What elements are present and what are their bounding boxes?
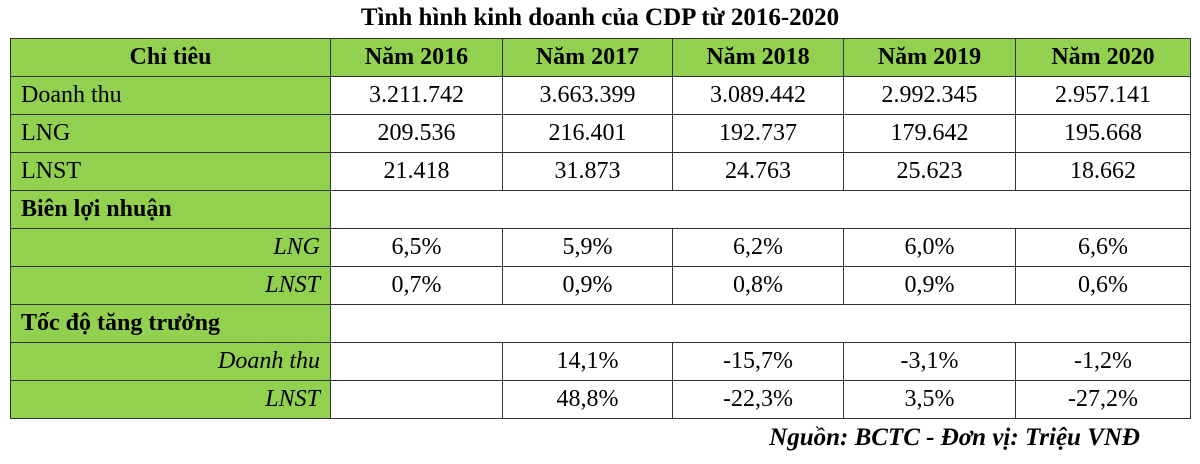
- row-label: Doanh thu: [10, 342, 331, 381]
- title: Tình hình kinh doanh của CDP từ 2016-202…: [360, 4, 840, 31]
- value-cell: 21.418: [330, 152, 503, 191]
- row-label: LNG: [10, 228, 331, 267]
- value-cell: 25.623: [843, 152, 1016, 191]
- value-cell: 192.737: [672, 114, 844, 153]
- value-cell: 6,5%: [330, 228, 503, 267]
- value-cell: 0,9%: [502, 266, 673, 305]
- table: Chỉ tiêu Năm 2016 Năm 2017 Năm 2018 Năm 2019…: [10, 38, 1191, 419]
- source-note: Nguồn: BCTC - Đơn vị: Triệu VNĐ: [769, 424, 1140, 451]
- header-cell: Năm 2019: [843, 38, 1016, 77]
- header-cell: Năm 2018: [672, 38, 844, 77]
- value-cell: [330, 380, 503, 419]
- value-cell: -1,2%: [1015, 342, 1191, 381]
- value-cell: 195.668: [1015, 114, 1191, 153]
- row-label: LNST: [10, 380, 331, 419]
- value-cell: 48,8%: [502, 380, 673, 419]
- value-cell: 31.873: [502, 152, 673, 191]
- value-cell: 6,6%: [1015, 228, 1191, 267]
- section-title: Biên lợi nhuận: [10, 190, 331, 229]
- value-cell: [330, 342, 503, 381]
- value-cell: 18.662: [1015, 152, 1191, 191]
- header-cell: Năm 2020: [1015, 38, 1191, 77]
- section-title: Tốc độ tăng trưởng: [10, 304, 331, 343]
- value-cell: 179.642: [843, 114, 1016, 153]
- data-row: Doanh thu 14,1% -15,7% -3,1% -1,2%: [10, 342, 1191, 381]
- row-label: LNST: [10, 152, 331, 191]
- header-row: Chỉ tiêu Năm 2016 Năm 2017 Năm 2018 Năm 2019…: [10, 38, 1191, 77]
- header-cell: Năm 2017: [502, 38, 673, 77]
- value-cell: -22,3%: [672, 380, 844, 419]
- value-cell: -3,1%: [843, 342, 1016, 381]
- row-label: LNG: [10, 114, 331, 153]
- value-cell: 2.957.141: [1015, 76, 1191, 115]
- value-cell: 6,0%: [843, 228, 1016, 267]
- value-cell: 216.401: [502, 114, 673, 153]
- data-row: LNG 6,5% 5,9% 6,2% 6,0% 6,6%: [10, 228, 1191, 267]
- value-cell: 6,2%: [672, 228, 844, 267]
- value-cell: 2.992.345: [843, 76, 1016, 115]
- value-cell: -27,2%: [1015, 380, 1191, 419]
- section-row: Tốc độ tăng trưởng: [10, 304, 1191, 343]
- data-row: LNST 21.418 31.873 24.763 25.623 18.662: [10, 152, 1191, 191]
- row-label: LNST: [10, 266, 331, 305]
- value-cell: 0,7%: [330, 266, 503, 305]
- data-row: LNST 48,8% -22,3% 3,5% -27,2%: [10, 380, 1191, 419]
- header-cell: Chỉ tiêu: [10, 38, 331, 77]
- header-cell: Năm 2016: [330, 38, 503, 77]
- value-cell: 3.663.399: [502, 76, 673, 115]
- value-cell: -15,7%: [672, 342, 844, 381]
- row-label: Doanh thu: [10, 76, 331, 115]
- empty-cell: [330, 304, 1191, 343]
- data-row: LNST 0,7% 0,9% 0,8% 0,9% 0,6%: [10, 266, 1191, 305]
- value-cell: 3.211.742: [330, 76, 503, 115]
- table-body: Chỉ tiêu Năm 2016 Năm 2017 Năm 2018 Năm 2019…: [10, 38, 1191, 419]
- value-cell: 209.536: [330, 114, 503, 153]
- data-row: Doanh thu 3.211.742 3.663.399 3.089.442 2.99…: [10, 76, 1191, 115]
- value-cell: 0,8%: [672, 266, 844, 305]
- value-cell: 0,6%: [1015, 266, 1191, 305]
- value-cell: 0,9%: [843, 266, 1016, 305]
- value-cell: 3,5%: [843, 380, 1016, 419]
- value-cell: 3.089.442: [672, 76, 844, 115]
- data-row: LNG 209.536 216.401 192.737 179.642 195.668: [10, 114, 1191, 153]
- value-cell: 14,1%: [502, 342, 673, 381]
- value-cell: 5,9%: [502, 228, 673, 267]
- value-cell: 24.763: [672, 152, 844, 191]
- empty-cell: [330, 190, 1191, 229]
- section-row: Biên lợi nhuận: [10, 190, 1191, 229]
